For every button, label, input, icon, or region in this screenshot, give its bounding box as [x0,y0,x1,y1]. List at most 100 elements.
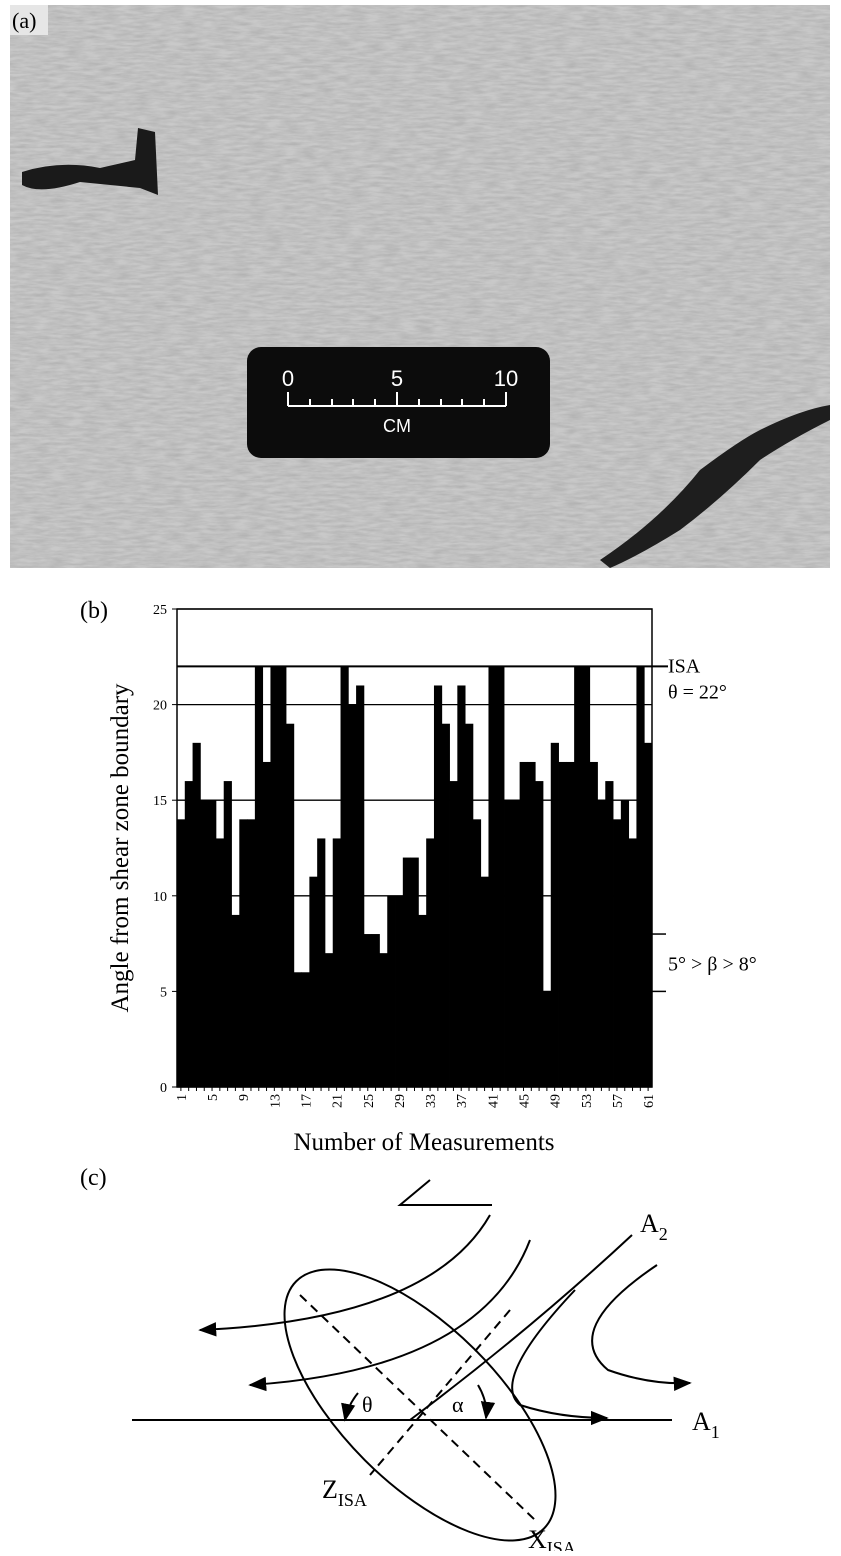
bar [231,914,240,1087]
axis-label: XISA [528,1525,576,1551]
bar [340,666,349,1087]
x-tick-label: 5 [206,1094,221,1101]
bar [449,781,458,1087]
x-tick-label: 21 [331,1094,346,1108]
bar [317,838,326,1087]
flow-line [198,1214,491,1337]
bar [223,781,232,1087]
bar [581,666,591,1087]
bar [613,819,622,1087]
flow-line [248,1239,531,1392]
label-main: Z [322,1475,338,1504]
bar [519,761,528,1087]
bar [301,972,310,1087]
x-tick-label: 45 [518,1094,533,1108]
bar [465,723,474,1087]
bar [192,742,201,1087]
bar [426,838,435,1087]
bar [262,761,271,1087]
bar [480,876,489,1087]
label-backdrop [10,5,48,35]
bar [402,857,412,1087]
panel-label: (b) [80,598,108,624]
bar [278,666,287,1087]
bar [527,761,536,1087]
annotation: ISA [668,655,701,677]
bar [433,685,443,1087]
y-tick-label: 25 [153,603,167,618]
angle-label: θ [362,1392,373,1417]
label-main: X [528,1525,547,1551]
bar [208,800,217,1087]
bar [558,761,567,1087]
flow-line [591,1264,692,1391]
y-tick-label: 15 [153,794,167,809]
photo-texture [10,5,830,568]
scale-unit: CM [383,416,411,436]
bar [254,666,264,1087]
panel-label: (c) [80,1165,107,1191]
bar [177,819,186,1087]
x-tick-label: 53 [580,1094,595,1108]
label-sub: ISA [338,1490,367,1510]
bar [488,666,497,1087]
bar [247,819,256,1087]
x-axis-title: Number of Measurements [293,1129,554,1156]
bar [504,800,513,1087]
bar [239,819,248,1087]
bar [200,800,209,1087]
bar [457,685,466,1087]
bar [215,838,225,1087]
annotation: 5° > β > 8° [668,954,757,976]
bar [293,972,302,1087]
axis-label: A1 [692,1407,720,1442]
y-tick-label: 5 [160,985,167,1000]
x-tick-label: 41 [486,1094,501,1108]
bar [371,934,380,1087]
label-sub: ISA [547,1538,576,1551]
bar [566,761,575,1087]
flow-line [511,1289,609,1426]
label-sub: 2 [659,1224,668,1244]
x-tick-label: 33 [424,1094,439,1108]
scale-ruler [287,392,507,407]
bar [356,685,365,1087]
y-axis-title: Angle from shear zone boundary [107,683,134,1013]
bar [511,800,521,1087]
alpha-arc [477,1384,496,1420]
x-tick-label: 29 [393,1094,408,1108]
y-tick-label: 0 [160,1081,167,1096]
label-main: A [640,1209,659,1238]
bar [589,761,598,1087]
axis-label: A2 [640,1209,668,1244]
bar [628,838,637,1087]
bar [332,838,341,1087]
scale-label: 10 [494,366,518,391]
bar [286,723,295,1087]
label-sub: 1 [711,1422,720,1442]
bar [636,666,645,1087]
bar [597,800,606,1087]
x-tick-label: 13 [268,1094,283,1108]
scale-card [247,347,550,458]
annotation: θ = 22° [668,681,727,703]
bar [550,742,559,1087]
y-tick-label: 10 [153,890,167,905]
bar [270,666,279,1087]
plot-frame [176,608,653,1088]
bar [184,781,193,1087]
bar [574,666,583,1087]
y-tick-label: 20 [153,699,167,714]
photo: 0 5 10 CM (a) [10,5,830,568]
shear-sense [397,1179,492,1206]
bar [379,953,388,1087]
bar [441,723,450,1087]
bar [535,781,544,1087]
bar [324,953,334,1087]
x-tick-label: 9 [237,1094,252,1101]
x-tick-label: 17 [299,1094,314,1108]
x-tick-label: 1 [175,1094,190,1101]
bar [605,781,614,1087]
